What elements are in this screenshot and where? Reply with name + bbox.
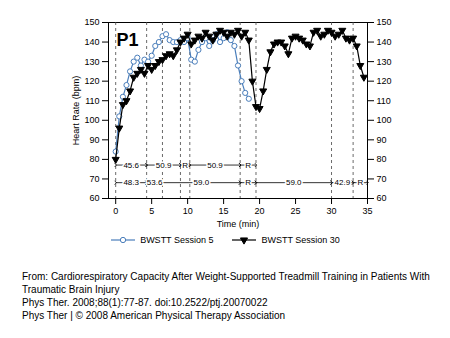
- svg-text:P1: P1: [117, 30, 139, 50]
- svg-text:80: 80: [377, 154, 387, 164]
- svg-text:110: 110: [377, 96, 391, 106]
- html-text:BWSTT Session 5: BWSTT Session 5: [140, 235, 214, 245]
- svg-text:35: 35: [362, 206, 372, 216]
- svg-text:RR: RR: [245, 178, 251, 187]
- svg-text:50.950.9: 50.950.9: [207, 161, 223, 170]
- svg-text:110: 110: [85, 96, 99, 106]
- svg-text:120: 120: [84, 76, 99, 86]
- svg-text:25: 25: [291, 206, 301, 216]
- svg-text:Time (min): Time (min): [217, 219, 260, 229]
- svg-text:60: 60: [377, 193, 387, 203]
- svg-text:90: 90: [89, 135, 99, 145]
- svg-text:5: 5: [149, 206, 154, 216]
- html-text:Phys Ther. 2008;88(1):77-87. d: Phys Ther. 2008;88(1):77-87. doi:10.2522…: [22, 297, 268, 308]
- svg-text:RR: RR: [357, 178, 363, 187]
- html-text:Phys Ther | © 2008 American Ph: Phys Ther | © 2008 American Physical The…: [22, 310, 286, 321]
- svg-text:45.645.6: 45.645.6: [123, 161, 139, 170]
- svg-text:100: 100: [377, 115, 392, 125]
- svg-text:90: 90: [377, 135, 387, 145]
- html-text:From: Cardiorespiratory Capaci: From: Cardiorespiratory Capacity After W…: [22, 271, 430, 295]
- svg-text:60: 60: [89, 193, 99, 203]
- svg-text:130: 130: [377, 56, 392, 66]
- svg-text:53.653.6: 53.653.6: [147, 178, 163, 187]
- svg-text:48.348.3: 48.348.3: [123, 178, 139, 187]
- svg-text:80: 80: [89, 154, 99, 164]
- svg-text:30: 30: [327, 206, 337, 216]
- svg-text:Heart Rate (bpm): Heart Rate (bpm): [71, 76, 81, 146]
- svg-text:10: 10: [183, 206, 193, 216]
- svg-text:70: 70: [377, 174, 387, 184]
- svg-text:20: 20: [255, 206, 265, 216]
- svg-text:140: 140: [84, 37, 99, 47]
- svg-text:140: 140: [377, 37, 392, 47]
- svg-text:15: 15: [219, 206, 229, 216]
- svg-text:42.942.9: 42.942.9: [335, 178, 351, 187]
- svg-text:150: 150: [377, 17, 392, 27]
- svg-text:RR: RR: [182, 161, 188, 170]
- svg-text:120: 120: [377, 76, 392, 86]
- svg-text:50.950.9: 50.950.9: [156, 161, 172, 170]
- html-text:BWSTT Session 30: BWSTT Session 30: [261, 235, 340, 245]
- svg-text:130: 130: [84, 56, 99, 66]
- svg-text:0: 0: [113, 206, 118, 216]
- svg-text:59.059: 59.059: [194, 178, 210, 187]
- svg-text:100: 100: [84, 115, 99, 125]
- svg-text:150: 150: [84, 17, 99, 27]
- svg-text:RR: RR: [245, 161, 251, 170]
- svg-text:70: 70: [89, 174, 99, 184]
- svg-text:59.059: 59.059: [286, 178, 302, 187]
